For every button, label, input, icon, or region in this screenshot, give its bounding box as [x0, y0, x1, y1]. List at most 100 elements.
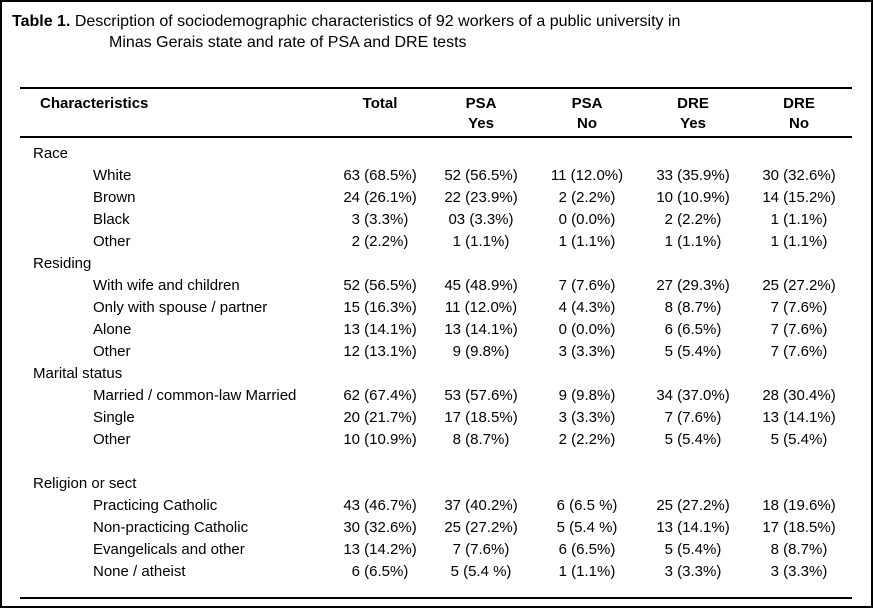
- table-title-text: Description of sociodemographic characte…: [74, 13, 681, 30]
- value-cell: 03 (3.3%): [448, 210, 514, 228]
- value-cell: 7 (7.6%): [558, 276, 616, 294]
- value-cell: 7 (7.6%): [770, 342, 828, 360]
- value-cell: 5 (5.4 %): [556, 518, 618, 536]
- header-label-line2: No: [789, 115, 809, 132]
- table-row: Married / common-law Married 62 (67.4%) 53…: [20, 384, 852, 406]
- value-cell: 17 (18.5%): [444, 408, 518, 426]
- table-row: Other 10 (10.9%) 8 (8.7%) 2 (2.2%) 5 (5.4%) 5…: [20, 428, 852, 450]
- header-label: DRE: [677, 95, 709, 112]
- value-cell: 63 (68.5%): [343, 166, 417, 184]
- value-cell: 1 (1.1%): [664, 232, 722, 250]
- table-header: Characteristics Total PSA Yes PSA No DRE: [20, 88, 852, 138]
- value-cell: 0 (0.0%): [558, 320, 616, 338]
- value-cell: 18 (19.6%): [762, 496, 836, 514]
- value-cell: 8 (8.7%): [664, 298, 722, 316]
- table-row: Practicing Catholic 43 (46.7%) 37 (40.2%) 6…: [20, 494, 852, 516]
- value-cell: 1 (1.1%): [558, 562, 616, 580]
- value-cell: 15 (16.3%): [343, 298, 417, 316]
- header-cell-dre-no: DRE No: [746, 88, 852, 138]
- row-label: Other: [93, 342, 131, 360]
- value-cell: 7 (7.6%): [452, 540, 510, 558]
- value-cell: 6 (6.5 %): [556, 496, 618, 514]
- value-cell: 43 (46.7%): [343, 496, 417, 514]
- value-cell: 33 (35.9%): [656, 166, 730, 184]
- row-label: With wife and children: [93, 276, 240, 294]
- characteristics-table: Characteristics Total PSA Yes PSA No DRE: [20, 87, 852, 599]
- header-cell-characteristics: Characteristics: [20, 88, 332, 138]
- value-cell: 13 (14.1%): [762, 408, 836, 426]
- row-label: Practicing Catholic: [93, 496, 218, 514]
- value-cell: 5 (5.4%): [664, 540, 722, 558]
- group-label: Marital status: [33, 364, 123, 382]
- value-cell: 11 (12.0%): [444, 298, 518, 316]
- blank-row: [20, 450, 852, 472]
- header-label-line2: [332, 114, 428, 134]
- table-body: Race White 63 (68.5%) 52 (56.5%) 11 (12.0%) 3…: [20, 137, 852, 598]
- group-label: Residing: [33, 254, 92, 272]
- value-cell: 5 (5.4 %): [450, 562, 512, 580]
- table-row: Non-practicing Catholic 30 (32.6%) 25 (27.…: [20, 516, 852, 538]
- value-cell: 8 (8.7%): [452, 430, 510, 448]
- value-cell: 3 (3.3%): [770, 562, 828, 580]
- table-row: Single 20 (21.7%) 17 (18.5%) 3 (3.3%) 7 (7.6…: [20, 406, 852, 428]
- value-cell: 10 (10.9%): [656, 188, 730, 206]
- row-label: Non-practicing Catholic: [93, 518, 249, 536]
- table-row: White 63 (68.5%) 52 (56.5%) 11 (12.0%) 33 (3…: [20, 164, 852, 186]
- value-cell: 14 (15.2%): [762, 188, 836, 206]
- row-label: Brown: [93, 188, 136, 206]
- group-row: Marital status: [20, 362, 852, 384]
- value-cell: 37 (40.2%): [444, 496, 518, 514]
- value-cell: 11 (12.0%): [550, 166, 624, 184]
- value-cell: 2 (2.2%): [558, 430, 616, 448]
- value-cell: 25 (27.2%): [444, 518, 518, 536]
- header-label-line2: Yes: [680, 115, 706, 132]
- row-label: None / atheist: [93, 562, 186, 580]
- value-cell: 4 (4.3%): [558, 298, 616, 316]
- header-label-line2: [40, 114, 332, 134]
- table-number-label: Table 1.: [12, 13, 71, 30]
- value-cell: 13 (14.1%): [343, 320, 417, 338]
- value-cell: 1 (1.1%): [558, 232, 616, 250]
- table-row: Other 12 (13.1%) 9 (9.8%) 3 (3.3%) 5 (5.4%) 7…: [20, 340, 852, 362]
- header-cell-total: Total: [332, 88, 428, 138]
- value-cell: 5 (5.4%): [664, 430, 722, 448]
- value-cell: 25 (27.2%): [656, 496, 730, 514]
- value-cell: 3 (3.3%): [351, 210, 409, 228]
- value-cell: 2 (2.2%): [558, 188, 616, 206]
- table-title-line1: Table 1. Description of sociodemographic…: [12, 11, 859, 32]
- row-label: Evangelicals and other: [93, 540, 245, 558]
- value-cell: 25 (27.2%): [762, 276, 836, 294]
- table-title: Table 1. Description of sociodemographic…: [12, 11, 859, 53]
- header-label: DRE: [783, 95, 815, 112]
- value-cell: 22 (23.9%): [444, 188, 518, 206]
- value-cell: 5 (5.4%): [664, 342, 722, 360]
- value-cell: 2 (2.2%): [351, 232, 409, 250]
- row-label: Only with spouse / partner: [93, 298, 268, 316]
- value-cell: 1 (1.1%): [770, 232, 828, 250]
- value-cell: 34 (37.0%): [656, 386, 730, 404]
- value-cell: 45 (48.9%): [444, 276, 518, 294]
- table-row: Only with spouse / partner 15 (16.3%) 11 (…: [20, 296, 852, 318]
- value-cell: 30 (32.6%): [762, 166, 836, 184]
- value-cell: 6 (6.5%): [664, 320, 722, 338]
- value-cell: 28 (30.4%): [762, 386, 836, 404]
- table-title-line2: Minas Gerais state and rate of PSA and D…: [109, 34, 467, 51]
- row-label: White: [93, 166, 132, 184]
- header-label: PSA: [571, 95, 603, 112]
- table-row: Alone 13 (14.1%) 13 (14.1%) 0 (0.0%) 6 (6.5%…: [20, 318, 852, 340]
- table-row: Evangelicals and other 13 (14.2%) 7 (7.6%)…: [20, 538, 852, 560]
- value-cell: 62 (67.4%): [343, 386, 417, 404]
- group-label: Race: [33, 145, 69, 162]
- value-cell: 13 (14.1%): [444, 320, 518, 338]
- value-cell: 8 (8.7%): [770, 540, 828, 558]
- value-cell: 0 (0.0%): [558, 210, 616, 228]
- bottom-spacer: [20, 582, 852, 598]
- value-cell: 53 (57.6%): [444, 386, 518, 404]
- value-cell: 13 (14.2%): [343, 540, 417, 558]
- group-row: Race: [20, 137, 852, 164]
- value-cell: 3 (3.3%): [558, 408, 616, 426]
- table-row: Other 2 (2.2%) 1 (1.1%) 1 (1.1%) 1 (1.1%) 1 (…: [20, 230, 852, 252]
- value-cell: 6 (6.5%): [351, 562, 409, 580]
- row-label: Alone: [93, 320, 132, 338]
- group-label: Religion or sect: [33, 474, 137, 492]
